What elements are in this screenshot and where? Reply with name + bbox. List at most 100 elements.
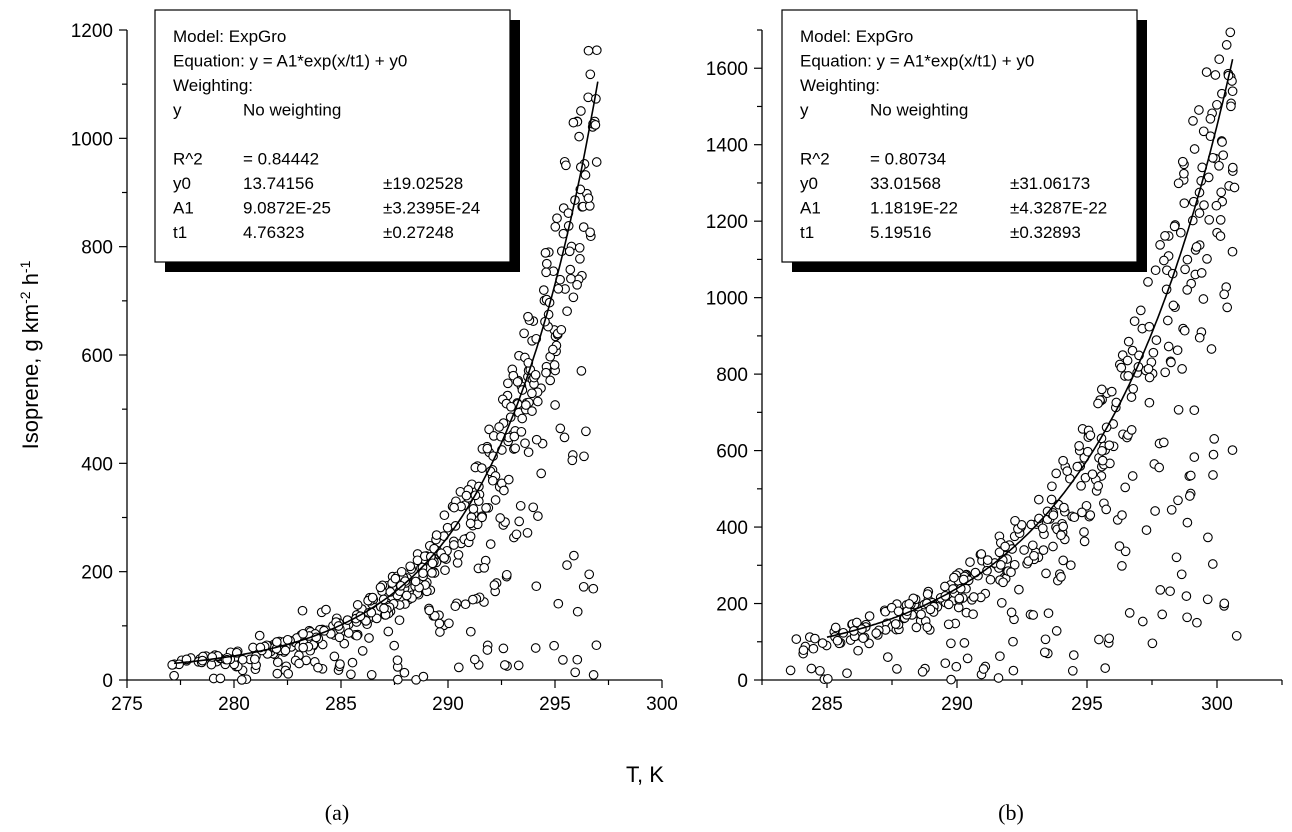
data-point (1204, 214, 1215, 225)
legend-text: No weighting (243, 101, 341, 120)
data-point (1093, 398, 1103, 409)
data-point (1177, 364, 1187, 374)
data-point (1179, 325, 1190, 336)
data-point (450, 601, 461, 612)
data-point (940, 658, 951, 669)
data-point (1160, 367, 1171, 378)
data-point (1181, 591, 1192, 601)
data-point (810, 633, 820, 644)
data-point (1194, 105, 1204, 115)
data-point (271, 637, 282, 647)
data-point (541, 258, 552, 269)
data-point (1173, 495, 1183, 506)
data-point (1104, 633, 1115, 644)
legend-text: y0 (173, 174, 191, 193)
data-point (375, 582, 386, 593)
data-point (1179, 198, 1190, 209)
data-point (584, 569, 595, 580)
data-point (1207, 559, 1218, 569)
data-point (405, 561, 416, 572)
data-point (555, 423, 566, 434)
data-point (379, 603, 389, 614)
data-point (540, 248, 551, 258)
data-point (1229, 182, 1240, 193)
data-point (1215, 215, 1226, 225)
data-point (394, 615, 405, 626)
y-tick-label: 200 (716, 595, 748, 616)
data-point (1206, 344, 1217, 354)
data-point (449, 540, 459, 550)
data-point (982, 555, 993, 565)
legend-text: A1 (800, 199, 821, 218)
data-point (461, 490, 472, 501)
data-point (965, 557, 975, 567)
y-tick-label: 400 (716, 518, 748, 539)
data-point (1085, 430, 1096, 441)
legend-text: ±3.2395E-24 (383, 199, 480, 218)
data-point (576, 366, 587, 376)
data-point (495, 513, 506, 523)
data-point (578, 581, 589, 592)
data-point (541, 367, 551, 378)
data-point (1076, 480, 1086, 491)
data-point (1144, 397, 1155, 408)
legend-text: A1 (173, 199, 194, 218)
data-point (1214, 54, 1225, 65)
data-point (1058, 521, 1069, 532)
data-point (499, 660, 510, 670)
data-point (298, 628, 308, 639)
data-point (946, 638, 956, 649)
panel-b-fit-curve (826, 59, 1234, 638)
data-point (591, 157, 602, 167)
data-point (1135, 305, 1146, 316)
data-point (1225, 27, 1236, 38)
data-point (568, 292, 579, 303)
data-point (1041, 568, 1051, 579)
data-point (1189, 144, 1200, 154)
legend-text: ±4.3287E-22 (1010, 199, 1107, 218)
data-point (477, 512, 487, 523)
data-point (1051, 626, 1062, 636)
data-point (1058, 455, 1068, 466)
data-point (297, 605, 308, 616)
data-point (482, 645, 493, 655)
data-point (585, 227, 595, 238)
data-point (1214, 160, 1224, 171)
legend-text: 1.1819E-22 (870, 199, 958, 218)
data-point (399, 667, 410, 678)
data-point (434, 618, 445, 629)
y-tick-label: 200 (81, 563, 113, 584)
data-point (583, 193, 594, 204)
data-point (1166, 357, 1176, 368)
data-point (1198, 126, 1209, 137)
data-point (588, 583, 599, 594)
data-point (479, 562, 490, 573)
data-point (442, 522, 453, 533)
data-point (925, 604, 936, 615)
data-point (1097, 455, 1108, 466)
data-point (1208, 449, 1219, 460)
data-point (1120, 546, 1131, 557)
data-point (832, 635, 843, 646)
legend-text: Weighting: (800, 76, 880, 95)
x-axis-label: T, K (626, 762, 664, 787)
data-point (552, 213, 562, 224)
data-point (1058, 555, 1069, 566)
data-point (949, 572, 959, 583)
data-point (548, 344, 558, 355)
data-point (410, 576, 421, 587)
legend-text: 5.19516 (870, 223, 931, 242)
data-point (521, 400, 531, 410)
data-point (528, 502, 539, 513)
data-point (1202, 594, 1213, 605)
data-point (489, 580, 500, 590)
data-point (806, 663, 817, 674)
data-point (559, 432, 570, 443)
data-point (431, 530, 442, 540)
data-point (968, 609, 978, 620)
data-point (298, 642, 309, 653)
data-point (1043, 608, 1054, 619)
legend-text: y (800, 101, 809, 120)
data-point (911, 622, 922, 633)
y-axis-label-main: Isoprene, g km (18, 304, 43, 450)
